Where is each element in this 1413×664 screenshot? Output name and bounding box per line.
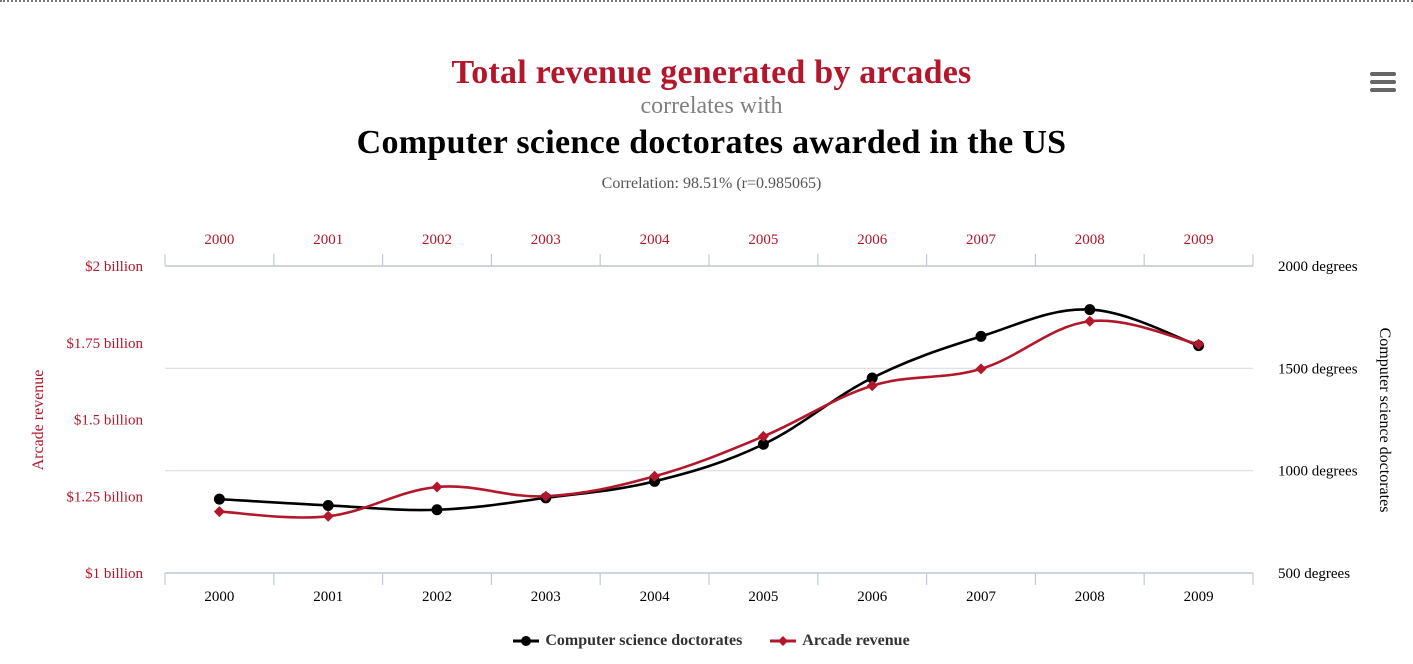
left-tick-label: $1 billion xyxy=(85,566,143,582)
point-arcade-2007 xyxy=(975,363,987,375)
x-tick-label-bottom-2007: 2007 xyxy=(966,589,997,605)
legend-doctorates-symbol xyxy=(513,636,540,647)
point-doctorates-2002 xyxy=(431,504,443,516)
point-doctorates-2006 xyxy=(866,372,878,384)
x-tick-label-bottom-2003: 2003 xyxy=(531,589,561,605)
point-arcade-2008 xyxy=(1084,315,1096,327)
left-tick-label: $2 billion xyxy=(85,259,143,275)
x-tick-label-bottom-2009: 2009 xyxy=(1184,589,1214,605)
x-tick-label-bottom-2000: 2000 xyxy=(204,589,234,605)
x-tick-label-bottom-2002: 2002 xyxy=(422,589,452,605)
chart-titles: Total revenue generated by arcades corre… xyxy=(0,54,1413,194)
right-tick-label: 1500 degrees xyxy=(1278,361,1358,377)
legend-arcade-label: Arcade revenue xyxy=(802,632,910,649)
point-arcade-2000 xyxy=(213,506,225,518)
right-tick-label: 1000 degrees xyxy=(1278,464,1358,480)
legend-item-arcade[interactable]: Arcade revenue xyxy=(770,632,910,650)
x-tick-label-bottom-2006: 2006 xyxy=(857,589,888,605)
x-tick-label-top-2002: 2002 xyxy=(422,232,452,248)
point-arcade-2003 xyxy=(540,490,552,502)
x-tick-label-top-2000: 2000 xyxy=(204,232,234,248)
correlation-text: Correlation: 98.51% (r=0.985065) xyxy=(601,175,822,192)
point-arcade-2009 xyxy=(1193,338,1205,350)
chart-title-secondary: Computer science doctorates awarded in t… xyxy=(356,124,1067,161)
x-tick-label-top-2003: 2003 xyxy=(531,232,561,248)
point-arcade-2006 xyxy=(866,380,878,392)
x-tick-label-top-2001: 2001 xyxy=(313,232,343,248)
legend-arcade-symbol xyxy=(770,636,797,647)
series-line-arcade xyxy=(219,319,1199,519)
right-axis-title: Computer science doctorates xyxy=(1376,328,1393,513)
left-tick-label: $1.75 billion xyxy=(66,336,143,352)
x-tick-label-top-2007: 2007 xyxy=(966,232,997,248)
x-tick-label-bottom-2005: 2005 xyxy=(748,589,778,605)
point-arcade-2005 xyxy=(757,430,769,442)
point-doctorates-2008 xyxy=(1084,304,1096,316)
point-arcade-2004 xyxy=(649,470,661,482)
left-axis-title: Arcade revenue xyxy=(30,370,47,471)
hamburger-menu-icon[interactable] xyxy=(1370,72,1396,94)
x-tick-label-top-2009: 2009 xyxy=(1184,232,1214,248)
legend-item-doctorates[interactable]: Computer science doctorates xyxy=(513,632,742,650)
point-arcade-2001 xyxy=(322,510,334,522)
point-arcade-2002 xyxy=(431,481,443,493)
right-tick-label: 2000 degrees xyxy=(1278,259,1358,275)
point-doctorates-2007 xyxy=(975,330,987,342)
right-tick-label: 500 degrees xyxy=(1278,566,1350,582)
point-doctorates-2005 xyxy=(757,438,769,450)
x-tick-label-top-2008: 2008 xyxy=(1075,232,1105,248)
point-doctorates-2001 xyxy=(322,499,334,511)
series-line-doctorates xyxy=(219,308,1200,512)
left-tick-label: $1.25 billion xyxy=(66,489,143,505)
chart-title-primary: Total revenue generated by arcades xyxy=(451,54,972,91)
x-tick-label-bottom-2004: 2004 xyxy=(640,589,671,605)
x-tick-label-bottom-2001: 2001 xyxy=(313,589,343,605)
legend-doctorates-label: Computer science doctorates xyxy=(545,632,743,649)
x-tick-label-top-2005: 2005 xyxy=(748,232,778,248)
x-tick-label-top-2006: 2006 xyxy=(857,232,888,248)
x-tick-label-top-2004: 2004 xyxy=(640,232,671,248)
chart-legend: Computer science doctorates Arcade reven… xyxy=(0,632,1413,650)
left-tick-label: $1.5 billion xyxy=(74,413,144,429)
point-doctorates-2000 xyxy=(213,493,225,505)
chart-title-connector: correlates with xyxy=(640,93,783,119)
x-tick-label-bottom-2008: 2008 xyxy=(1075,589,1105,605)
